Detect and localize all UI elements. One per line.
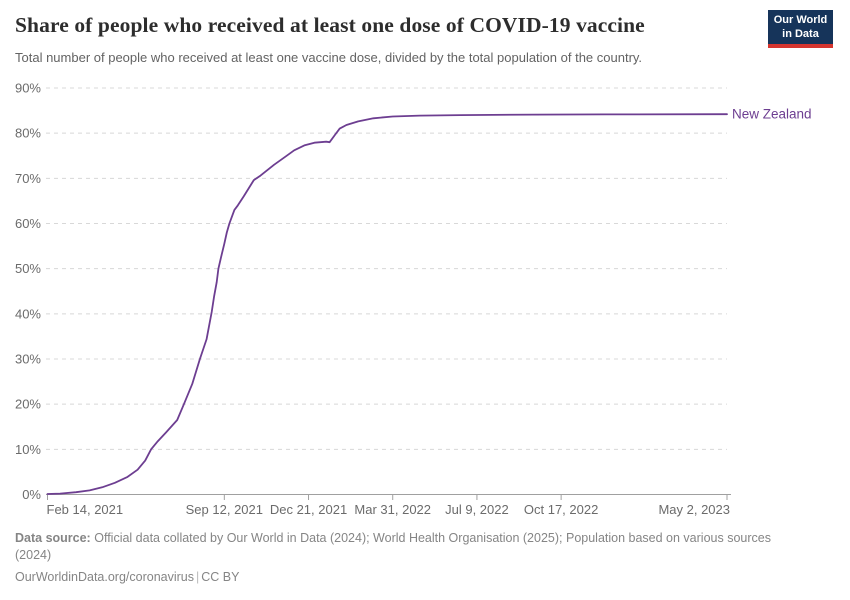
y-axis-label-0: 0%	[22, 487, 41, 502]
data-source-label: Data source:	[15, 531, 91, 545]
y-axis-label-90: 90%	[15, 81, 41, 96]
owid-logo-line2: in Data	[782, 27, 819, 40]
owid-logo-line1: Our World	[773, 14, 828, 26]
page-title: Share of people who received at least on…	[15, 13, 645, 37]
owid-logo-red-bar	[768, 44, 833, 48]
license-label: CC BY	[201, 570, 240, 584]
owid-link[interactable]: OurWorldinData.org/coronavirus	[15, 570, 195, 584]
x-axis-label-May-2-2023: May 2, 2023	[658, 502, 730, 517]
y-axis-label-10: 10%	[15, 442, 41, 457]
x-axis-label-Jul-9-2022: Jul 9, 2022	[445, 502, 509, 517]
footer-separator: |	[196, 570, 200, 584]
chart-footer: Data source: Official data collated by O…	[15, 530, 795, 586]
y-axis-label-20: 20%	[15, 397, 41, 412]
series-line-new-zealand[interactable]	[46, 113, 728, 495]
data-source-line: Data source: Official data collated by O…	[15, 530, 795, 563]
y-axis-label-40: 40%	[15, 306, 41, 321]
license-line: OurWorldinData.org/coronavirus | CC BY	[15, 569, 795, 586]
data-source-text: Official data collated by Our World in D…	[15, 531, 771, 562]
x-axis-label-Dec-21-2021: Dec 21, 2021	[270, 502, 347, 517]
y-axis-label-70: 70%	[15, 171, 41, 186]
owid-logo-text: Our World in Data	[768, 10, 833, 44]
y-axis-label-80: 80%	[15, 126, 41, 141]
x-axis-label-Feb-14-2021: Feb 14, 2021	[47, 502, 124, 517]
chart-subtitle: Total number of people who received at l…	[15, 50, 643, 65]
x-axis-label-Mar-31-2022: Mar 31, 2022	[354, 502, 431, 517]
owid-logo[interactable]: Our World in Data	[768, 10, 833, 48]
x-axis-label-Sep-12-2021: Sep 12, 2021	[186, 502, 263, 517]
y-axis-label-50: 50%	[15, 261, 41, 276]
x-axis-label-Oct-17-2022: Oct 17, 2022	[524, 502, 598, 517]
series-label-new-zealand[interactable]: New Zealand	[732, 107, 812, 122]
y-axis-label-60: 60%	[15, 216, 41, 231]
y-axis-label-30: 30%	[15, 352, 41, 367]
